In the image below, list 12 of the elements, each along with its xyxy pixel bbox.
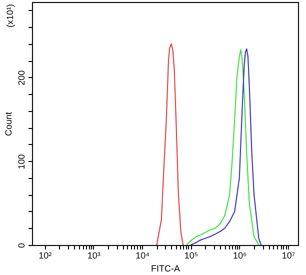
x-tick-label: 10⁵ [184, 250, 198, 260]
y-tick-label: 0 [16, 242, 26, 248]
x-tick-label: 10⁷ [282, 250, 296, 260]
y-tick-label: 100 [16, 154, 26, 170]
y-tick-label: 200 [16, 70, 26, 86]
x-tick-label: 10² [38, 250, 52, 260]
y-axis-title: Count [4, 112, 14, 136]
text: (x10¹) [5, 4, 15, 28]
x-tick-label: 10⁴ [136, 250, 150, 260]
x-tick-label: 10⁶ [233, 250, 248, 260]
x-axis-title: FITC-A [151, 264, 180, 274]
x-tick-label: 10³ [87, 250, 100, 260]
